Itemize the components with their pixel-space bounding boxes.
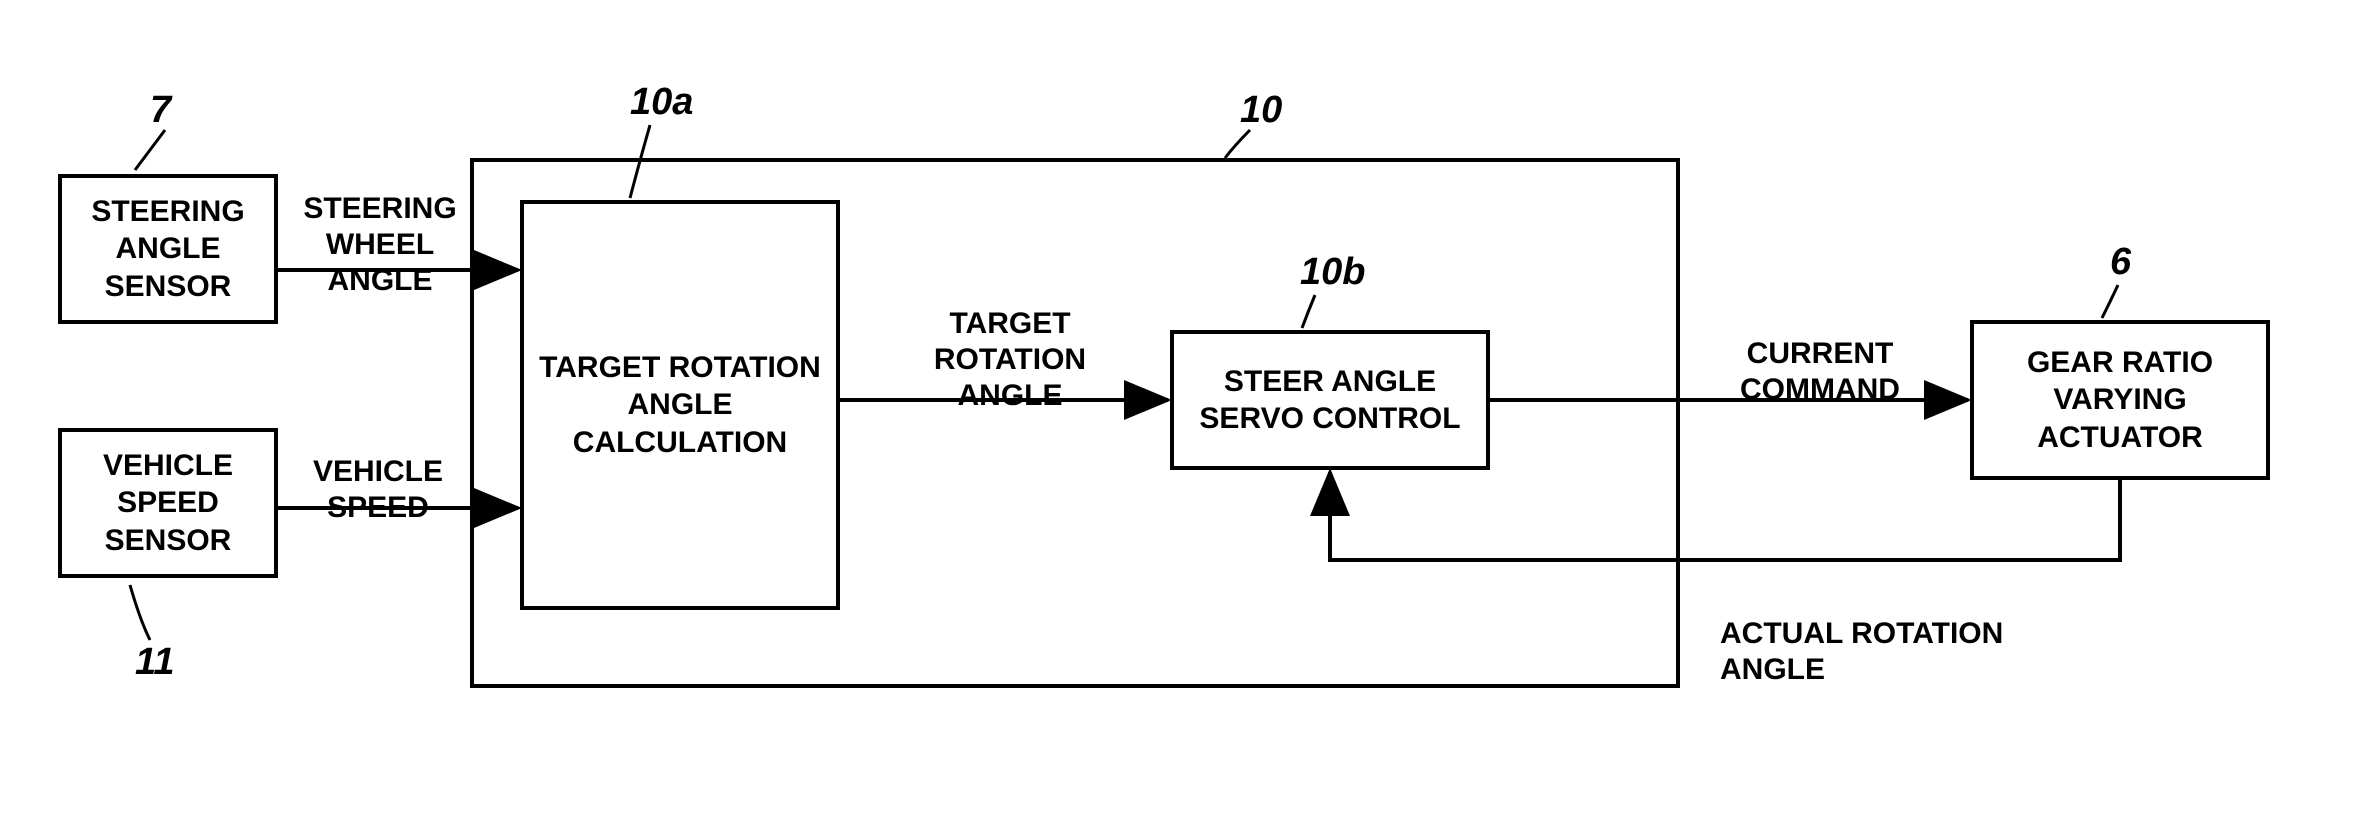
ref-7: 7 [150, 88, 171, 134]
block-diagram: STEERING ANGLE SENSOR 7 VEHICLE SPEED SE… [40, 40, 2329, 793]
steer-angle-servo-text: STEER ANGLE SERVO CONTROL [1174, 363, 1486, 438]
target-rotation-calc-text: TARGET ROTATION ANGLE CALCULATION [524, 349, 836, 462]
gear-ratio-actuator-box: GEAR RATIO VARYING ACTUATOR [1970, 320, 2270, 480]
ref-10: 10 [1240, 88, 1282, 134]
actual-rotation-angle-label: ACTUAL ROTATION ANGLE [1720, 580, 2060, 688]
ref-10a: 10a [630, 80, 693, 126]
vehicle-speed-sensor-box: VEHICLE SPEED SENSOR [58, 428, 278, 578]
ref-10b: 10b [1300, 250, 1365, 296]
steering-wheel-angle-label: STEERING WHEEL ANGLE [295, 155, 465, 299]
steering-angle-sensor-box: STEERING ANGLE SENSOR [58, 174, 278, 324]
target-rotation-angle-label: TARGET ROTATION ANGLE [910, 270, 1110, 414]
gear-ratio-actuator-text: GEAR RATIO VARYING ACTUATOR [1974, 344, 2266, 457]
current-command-label: CURRENT COMMAND [1720, 300, 1920, 408]
steering-angle-sensor-text: STEERING ANGLE SENSOR [62, 193, 274, 306]
ref-6: 6 [2110, 240, 2131, 286]
ref-11: 11 [135, 640, 174, 686]
vehicle-speed-label: VEHICLE SPEED [298, 418, 458, 526]
steer-angle-servo-box: STEER ANGLE SERVO CONTROL [1170, 330, 1490, 470]
vehicle-speed-sensor-text: VEHICLE SPEED SENSOR [62, 447, 274, 560]
target-rotation-calc-box: TARGET ROTATION ANGLE CALCULATION [520, 200, 840, 610]
